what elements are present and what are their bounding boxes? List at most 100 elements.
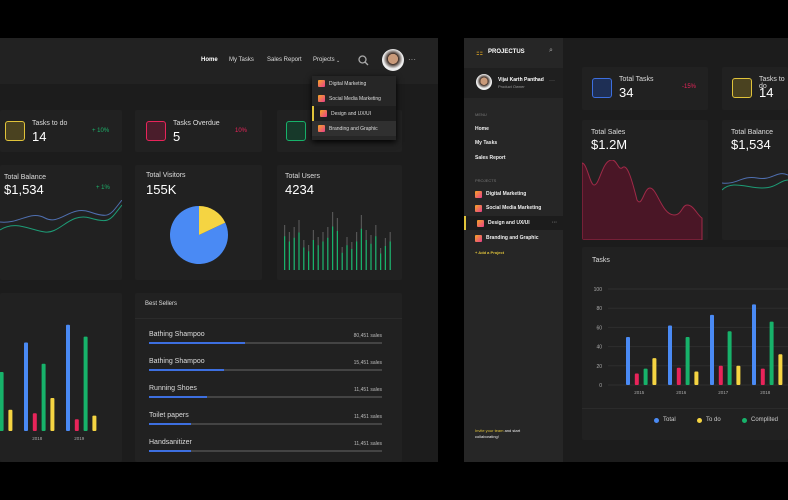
users-bar xyxy=(370,243,372,270)
card-label: Total Tasks xyxy=(619,76,654,83)
bar-overdue xyxy=(676,367,681,385)
card-value: 155K xyxy=(146,182,177,197)
users-bar xyxy=(298,232,300,270)
bar-overdue xyxy=(634,373,639,385)
search-icon[interactable] xyxy=(358,55,369,66)
users-bar xyxy=(341,252,343,270)
y-tick-label: 80 xyxy=(596,306,602,312)
card-label: Total Sales xyxy=(591,129,626,136)
dropdown-item-active[interactable]: Design and UX/UI xyxy=(312,106,396,121)
item-label: Social Media Marketing xyxy=(329,95,381,102)
x-tick-label: 2018 xyxy=(760,390,771,395)
bar-overdue xyxy=(32,413,37,431)
progress-fill xyxy=(149,450,191,452)
search-icon[interactable]: ⌕ xyxy=(549,47,553,54)
dropdown-item[interactable]: Branding and Graphic xyxy=(312,121,396,136)
nav-my-tasks[interactable]: My Tasks xyxy=(229,57,254,63)
card-label: Total Balance xyxy=(4,174,47,181)
divider xyxy=(135,318,402,319)
item-label: Branding and Graphic xyxy=(329,125,378,132)
best-seller-item: Bathing Shampoo 15,451 sales xyxy=(149,358,382,380)
sales-area-chart xyxy=(582,160,703,240)
more-icon[interactable]: ··· xyxy=(408,55,416,64)
bar-overdue xyxy=(74,419,79,431)
x-tick-label: 2019 xyxy=(74,436,85,441)
avatar[interactable] xyxy=(382,49,404,71)
legend-todo: To do xyxy=(697,417,721,423)
users-bar xyxy=(351,249,353,270)
product-sales: 11,451 sales xyxy=(354,387,382,393)
bar-total xyxy=(668,325,672,385)
project-label: Social Media Marketing xyxy=(486,205,542,211)
project-icon xyxy=(320,110,327,117)
sidebar-project[interactable]: Branding and Graphic xyxy=(464,231,563,245)
users-bar xyxy=(308,251,310,270)
sidebar-item-home[interactable]: Home xyxy=(475,126,489,132)
sidebar-project[interactable]: Digital Marketing xyxy=(464,187,563,201)
y-tick-label: 40 xyxy=(596,345,602,351)
legend-label: Total xyxy=(663,417,676,423)
product-sales: 80,451 sales xyxy=(353,333,382,339)
clipboard-icon xyxy=(146,121,166,141)
more-icon[interactable]: ··· xyxy=(549,78,555,84)
bar-complited xyxy=(83,336,88,431)
x-tick-label: 2017 xyxy=(718,390,729,395)
dropdown-item[interactable]: Digital Marketing xyxy=(312,76,396,91)
card-value: 14 xyxy=(32,129,47,144)
bar-total xyxy=(66,324,70,431)
bar-overdue xyxy=(718,365,723,385)
clipboard-icon xyxy=(286,121,306,141)
card-change: + 10% xyxy=(92,128,110,134)
bar-complited xyxy=(643,368,648,385)
bar-total xyxy=(752,304,756,385)
users-bar xyxy=(322,241,324,270)
project-icon xyxy=(475,190,482,198)
users-bar xyxy=(360,228,362,270)
project-label: Branding and Graphic xyxy=(486,235,539,241)
best-seller-item: Running Shoes 11,451 sales xyxy=(149,385,382,407)
legend-label: To do xyxy=(706,417,721,423)
users-bar xyxy=(346,245,348,270)
card-value: 34 xyxy=(619,85,634,100)
nav-sales-report[interactable]: Sales Report xyxy=(267,57,302,63)
x-tick-label: 2017 xyxy=(0,436,1,441)
clipboard-icon xyxy=(732,78,752,98)
nav-home[interactable]: Home xyxy=(201,57,218,63)
product-name: Handsanitizer xyxy=(149,439,192,446)
card-value: $1.2M xyxy=(591,137,628,152)
document-icon xyxy=(592,78,612,98)
bar-to-do xyxy=(778,354,783,385)
progress-bar xyxy=(149,396,382,398)
bar-to-do xyxy=(694,371,699,385)
bar-total xyxy=(24,342,28,431)
projects-title: PROJECTS xyxy=(475,178,497,183)
pie-slice xyxy=(199,206,226,235)
card-value: 4234 xyxy=(285,182,314,197)
sidebar-item-sales-report[interactable]: Sales Report xyxy=(475,155,506,161)
nav-projects[interactable]: Projects xyxy=(313,57,335,63)
users-bar xyxy=(312,240,314,270)
balance-line-chart xyxy=(0,200,122,233)
product-name: Toilet papers xyxy=(149,412,189,419)
y-tick-label: 100 xyxy=(594,287,603,293)
users-bar xyxy=(356,241,358,270)
sidebar-item-my-tasks[interactable]: My Tasks xyxy=(475,140,498,146)
bar-to-do xyxy=(736,365,741,385)
tasks-to-do-card: Tasks to do 14 xyxy=(722,67,788,110)
users-bar xyxy=(293,237,295,270)
add-project-link[interactable]: + Add a Project xyxy=(475,250,505,255)
more-icon[interactable]: ··· xyxy=(552,220,557,226)
tasks-chart-card: 2017 2018 2019 xyxy=(0,293,122,462)
sidebar-project-active[interactable]: Design and UX/UI ··· xyxy=(464,216,563,230)
sidebar-project[interactable]: Social Media Marketing xyxy=(464,201,563,215)
total-users-card: Total Users 4234 xyxy=(277,165,402,280)
best-seller-item: Bathing Shampoo 80,451 sales xyxy=(149,331,382,353)
invite-link[interactable]: Invite your team xyxy=(475,428,504,433)
item-label: Digital Marketing xyxy=(329,80,367,87)
dropdown-item[interactable]: Social Media Marketing xyxy=(312,91,396,106)
product-name: Bathing Shampoo xyxy=(149,358,205,365)
product-name: Running Shoes xyxy=(149,385,197,392)
progress-bar xyxy=(149,342,382,344)
bar-overdue xyxy=(760,368,765,385)
best-seller-item: Handsanitizer 11,451 sales xyxy=(149,439,382,461)
